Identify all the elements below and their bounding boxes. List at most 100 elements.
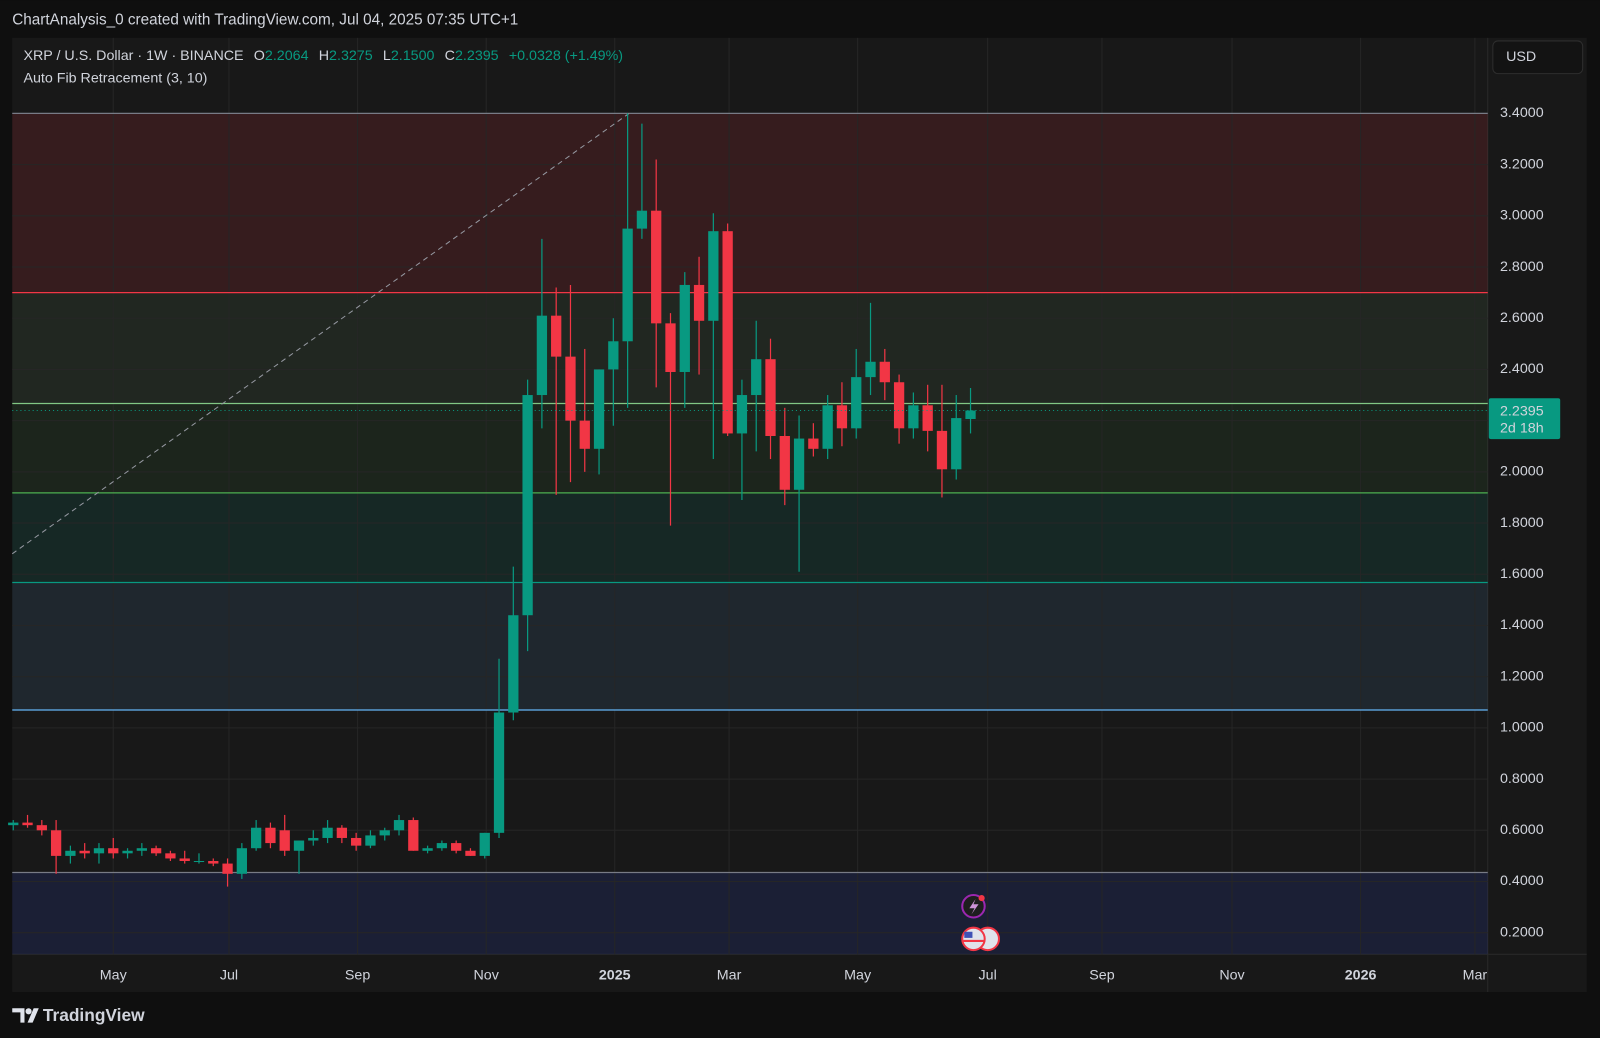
logo-glyph [27,1008,39,1023]
candle-body [293,840,305,851]
candle-body [708,231,719,321]
candle-body [722,231,733,434]
y-tick-label: 1.4000 [1500,617,1544,633]
x-tick-label: May [100,967,128,983]
candle-body [622,228,633,342]
ohlc-label: H [319,48,329,64]
fib-zone [12,582,1488,710]
candle-body [479,832,490,856]
trend-line [11,112,630,555]
indicator-label: Auto Fib Retracement (3, 10) [23,70,207,86]
candle-body [936,430,948,470]
candle-body [379,830,390,836]
candle-body [508,615,519,713]
candle-body [493,712,505,833]
candle-body [422,848,433,851]
candle-body [365,835,376,846]
candle-body [551,315,562,357]
candle-body [865,361,876,378]
fib-zone [12,403,1488,493]
candle-body [536,315,548,396]
y-tick-label: 2.8000 [1500,259,1544,275]
candle-body [951,418,962,470]
flag-glyph [964,931,973,938]
candle-body [808,438,819,449]
last-price-tag [1488,398,1561,440]
fib-zone [12,292,1488,404]
candle-body [222,863,233,874]
candle-body [36,825,47,831]
brand-name: TradingView [43,1005,145,1025]
candle-body [50,830,62,856]
candle-body [436,843,448,849]
currency-label[interactable]: USD [1506,49,1536,65]
ohlc-label: O [254,48,265,64]
symbol: XRP / U.S. Dollar · 1W · BINANCE [23,48,243,64]
candle-body [836,405,848,429]
candle-body [336,827,348,838]
y-tick-label: 0.8000 [1500,771,1544,787]
candle-body [779,436,790,490]
fib-zone [12,872,1488,955]
candle-body [693,284,705,321]
x-tick-label: Sep [1089,967,1114,983]
candle-body [522,395,533,616]
y-tick-label: 1.0000 [1500,720,1544,736]
candle-body [579,420,590,449]
event-glyph [969,899,979,915]
x-tick-label: Jul [979,967,997,983]
candle-body [322,827,333,838]
candle-body [465,850,476,856]
candle-body [651,210,662,324]
y-tick-label: 1.2000 [1500,668,1544,684]
ohlc-value: 2.3275 [329,48,373,64]
candle-body [65,850,76,856]
event-dot [978,895,985,902]
y-tick-label: 3.0000 [1500,208,1544,224]
axes: 0.2000 0.4000 0.6000 0.8000 1.0000 1.2000 1.40… [100,105,1561,983]
candle-body [136,848,147,851]
candle-body [150,848,162,854]
x-tick-label: Nov [473,967,499,983]
x-tick-label: Mar [1463,967,1488,983]
candle-body [593,369,605,449]
y-tick-label: 3.2000 [1500,156,1544,172]
candle-body [408,820,419,851]
candle-body [922,405,933,431]
ohlc-label: C [445,48,455,64]
currency-button[interactable] [1492,40,1584,75]
candle-body [79,850,90,854]
candle-body [308,837,319,841]
candle-body [765,359,776,437]
fib-lines [11,112,1488,874]
ohlc-value: 2.2395 [455,48,499,64]
candle-body [236,848,247,874]
fib-zone [12,710,1488,873]
y-tick-label: 0.2000 [1500,924,1544,940]
ohlc-value: 2.2064 [265,48,309,64]
x-tick-label: May [844,967,872,983]
candle-body [893,382,905,429]
legend: XRP / U.S. Dollar · 1W · BINANCE O2.2064 H… [23,48,623,64]
candle-body [351,837,362,846]
candle-body [679,284,690,372]
fib-zone [12,492,1488,583]
attribution: ChartAnalysis_0 created with TradingView… [12,12,518,29]
candles [8,113,1488,887]
x-tick-label: Mar [717,967,742,983]
logo-glyph [25,1008,32,1015]
x-tick-label: 2026 [1345,967,1377,983]
change: +0.0328 (+1.49%) [509,48,623,64]
event-icon[interactable] [961,926,986,952]
candle-body [965,410,976,420]
candle-body [451,843,462,851]
candle-body [908,405,919,429]
ohlc-label: L [383,48,391,64]
candle-body [250,827,262,849]
y-tick-label: 3.4000 [1500,105,1544,121]
candle-body [179,858,190,862]
candle-body [636,210,648,229]
candle-body [193,861,205,863]
fib-zone [12,113,1488,293]
